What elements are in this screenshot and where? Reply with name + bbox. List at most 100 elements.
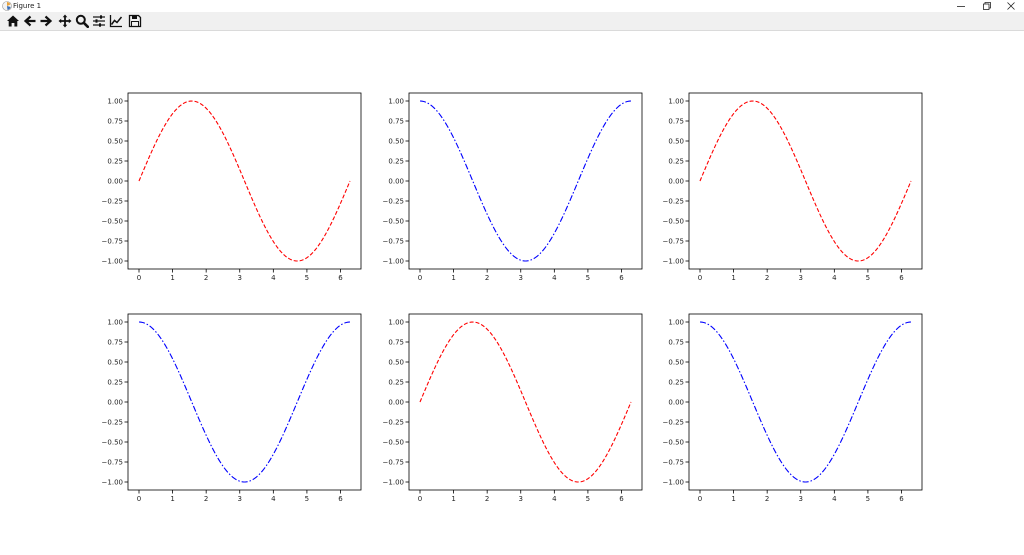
y-tick-label: −1.00 (383, 479, 404, 487)
x-tick-label: 5 (586, 495, 590, 503)
y-tick-label: 0.75 (388, 339, 404, 347)
y-tick-label: 1.00 (107, 319, 123, 327)
y-tick-label: −0.25 (663, 419, 684, 427)
pan-button[interactable] (57, 13, 73, 29)
move-icon (58, 14, 72, 28)
edit-axes-button[interactable] (108, 13, 124, 29)
y-tick-label: 0.00 (668, 178, 684, 186)
x-tick-label: 0 (137, 274, 141, 282)
y-tick-label: 0.75 (668, 118, 684, 126)
y-tick-label: −0.25 (102, 198, 123, 206)
sin-line (138, 100, 351, 262)
y-tick-label: −0.50 (383, 218, 404, 226)
x-tick-label: 2 (765, 495, 769, 503)
home-icon (7, 15, 19, 27)
back-button[interactable] (22, 13, 38, 29)
y-tick-label: 1.00 (668, 98, 684, 106)
y-tick-label: 0.50 (107, 138, 123, 146)
y-tick-label: −0.25 (383, 198, 404, 206)
save-button[interactable] (127, 13, 143, 29)
y-tick-label: 0.25 (388, 379, 404, 387)
axes-frame (408, 92, 643, 270)
x-tick-label: 1 (451, 274, 455, 282)
x-tick-label: 3 (238, 495, 242, 503)
y-tick-label: −1.00 (102, 258, 123, 266)
x-tick-label: 5 (866, 495, 870, 503)
y-tick-label: 0.25 (107, 158, 123, 166)
x-tick-label: 0 (698, 274, 702, 282)
x-tick-label: 4 (271, 274, 276, 282)
home-button[interactable] (5, 13, 21, 29)
cos-line (419, 100, 632, 262)
navigation-toolbar (0, 12, 1024, 31)
configure-subplots-button[interactable] (91, 13, 107, 29)
figure-canvas[interactable]: 0 1 2 3 4 5 6 1.00 0.75 0.50 0.25 0.00 −0.25 −0.50 −0.… (0, 31, 1024, 555)
x-tick-label: 4 (271, 495, 276, 503)
subplot-1-3: 0 1 2 3 4 5 6 1.00 0.75 0.50 0.25 0.00 −0.25 −0.50 −0.… (663, 92, 923, 282)
figure-plots: 0 1 2 3 4 5 6 1.00 0.75 0.50 0.25 0.00 −0.25 −0.50 −0.… (102, 92, 923, 503)
x-tick-label: 4 (832, 274, 837, 282)
axes-frame (127, 313, 362, 491)
y-tick-label: 0.75 (668, 339, 684, 347)
sin-line (699, 100, 912, 262)
y-tick-label: −0.50 (383, 439, 404, 447)
x-tick-label: 3 (238, 274, 242, 282)
sliders-icon (93, 15, 105, 27)
y-tick-label: −0.50 (663, 439, 684, 447)
y-tick-label: −0.25 (102, 419, 123, 427)
x-tick-label: 6 (619, 274, 624, 282)
y-tick-label: 1.00 (668, 319, 684, 327)
y-tick-label: 0.25 (388, 158, 404, 166)
y-tick-label: −0.75 (102, 238, 123, 246)
x-tick-label: 1 (451, 495, 455, 503)
y-tick-label: −0.75 (102, 459, 123, 467)
y-tick-label: −0.25 (383, 419, 404, 427)
x-tick-label: 3 (799, 495, 803, 503)
close-icon (1007, 2, 1015, 10)
y-tick-label: 0.25 (107, 379, 123, 387)
x-tick-label: 2 (204, 274, 208, 282)
arrow-left-icon (23, 15, 36, 27)
x-tick-label: 3 (519, 495, 523, 503)
subplot-1-1: 0 1 2 3 4 5 6 1.00 0.75 0.50 0.25 0.00 −0.25 −0.50 −0.… (102, 92, 362, 282)
y-tick-label: −0.75 (663, 238, 684, 246)
y-tick-label: −0.50 (663, 218, 684, 226)
y-tick-label: 0.50 (388, 138, 404, 146)
y-tick-label: 0.00 (107, 399, 123, 407)
x-tick-label: 0 (418, 274, 422, 282)
line-chart-icon (109, 15, 123, 28)
cos-line (699, 321, 912, 483)
sin-line (419, 321, 632, 483)
x-tick-label: 4 (552, 274, 557, 282)
x-tick-label: 0 (418, 495, 422, 503)
minimize-icon (957, 6, 965, 7)
y-tick-label: −1.00 (663, 258, 684, 266)
floppy-disk-icon (128, 14, 142, 28)
cos-line (138, 321, 351, 483)
minimize-button[interactable] (948, 0, 974, 12)
x-tick-label: 2 (485, 274, 489, 282)
restore-button[interactable] (974, 0, 1000, 12)
restore-icon (983, 2, 991, 10)
x-tick-label: 1 (731, 274, 735, 282)
arrow-right-icon (40, 15, 53, 27)
zoom-button[interactable] (74, 13, 90, 29)
y-tick-label: 0.50 (388, 359, 404, 367)
y-tick-label: −1.00 (102, 479, 123, 487)
y-tick-label: −0.25 (663, 198, 684, 206)
y-tick-label: −0.75 (383, 459, 404, 467)
subplot-2-1: 0 1 2 3 4 5 6 1.00 0.75 0.50 0.25 0.00 −0.25 −0.50 −0.… (102, 313, 362, 503)
close-button[interactable] (998, 0, 1024, 12)
x-tick-label: 2 (204, 495, 208, 503)
forward-button[interactable] (38, 13, 54, 29)
y-tick-label: 0.00 (107, 178, 123, 186)
y-tick-label: 0.25 (668, 379, 684, 387)
y-tick-label: 0.00 (388, 399, 404, 407)
subplot-1-2: 0 1 2 3 4 5 6 1.00 0.75 0.50 0.25 0.00 −0.25 −0.50 −0.… (383, 92, 643, 282)
y-tick-label: 0.00 (668, 399, 684, 407)
x-tick-label: 6 (338, 495, 343, 503)
y-tick-label: 0.25 (668, 158, 684, 166)
x-tick-label: 5 (305, 274, 309, 282)
y-tick-label: 0.50 (668, 138, 684, 146)
y-tick-label: −0.50 (102, 439, 123, 447)
